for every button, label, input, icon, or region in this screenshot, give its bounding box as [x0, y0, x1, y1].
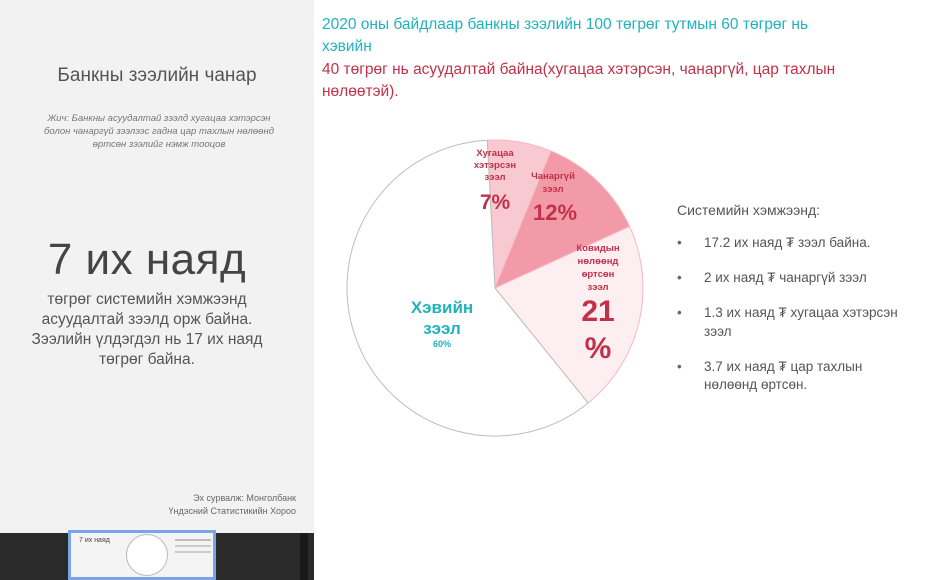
slice-value-overdue: 7%: [480, 191, 511, 214]
system-title: Системийн хэмжээнд:: [677, 202, 821, 218]
slice-label-substandard: Чанаргүй: [531, 171, 575, 182]
thumbnail-pie: [126, 534, 168, 576]
system-item: 2 их наяд ₮ чанаргүй зээл: [677, 269, 917, 288]
headline-part-1: 2020 оны байдлаар банкны зээлийн 100 төг…: [322, 16, 809, 56]
headline: 2020 оны байдлаар банкны зээлийн 100 төг…: [322, 14, 862, 104]
panel-note: Жич: Банкны асуудалтай зээлд хугацаа хэт…: [44, 113, 274, 150]
slice-label-overdue: хэтэрсэн: [474, 160, 517, 171]
system-list: 17.2 их наяд ₮ зээл байна. 2 их наяд ₮ ч…: [677, 234, 917, 395]
slice-label-overdue: Хугацаа: [476, 148, 514, 159]
source-label: Эх сурвалж: Монголбанк: [193, 493, 296, 503]
slice-label-healthy: Хэвийн: [411, 298, 473, 317]
panel-title: Банкны зээлийн чанар: [57, 65, 257, 86]
pie-slice-substandard: [494, 150, 631, 289]
slice-value-healthy: 60%: [433, 339, 451, 349]
slice-label-overdue: зээл: [484, 172, 505, 183]
window-edge: [300, 533, 308, 580]
headline-part-2: 40 төгрөг нь асуудалтай байна(хугацаа хэ…: [322, 60, 836, 101]
big-number-description: төгрөг системийн хэмжээнд асуудалтай зээ…: [31, 291, 263, 369]
slice-value-covid: %: [585, 332, 612, 365]
slice-label-covid: зээл: [587, 282, 608, 293]
loan-quality-pie-chart: Хэвийнзээл60%Хугацаахэтэрсэнзээл7%Чанарг…: [346, 139, 644, 437]
system-item: 3.7 их наяд ₮ цар тахлын нөлөөнд өртсөн.: [677, 358, 917, 396]
slice-value-covid: 21: [581, 295, 614, 328]
slice-label-substandard: зээл: [542, 184, 563, 195]
slice-label-covid: өртсөн: [582, 269, 615, 280]
thumbnail-title: 7 их наяд: [79, 537, 110, 544]
source-organization: Үндэсний Статистикийн Хороо: [168, 506, 296, 516]
pie-slice-covid: [494, 225, 644, 404]
slice-value-substandard: 12%: [533, 200, 577, 225]
system-item: 1.3 их наяд ₮ хугацаа хэтэрсэн зээл: [677, 304, 917, 342]
slide-thumbnail[interactable]: 7 их наяд: [68, 530, 216, 580]
slice-label-covid: Ковидын: [576, 243, 619, 254]
pie-slice-healthy: [346, 139, 589, 437]
big-number: 7 их наяд: [47, 235, 247, 284]
system-item: 17.2 их наяд ₮ зээл байна.: [677, 234, 917, 253]
info-panel: Банкны зээлийн чанар Жич: Банкны асуудал…: [0, 0, 314, 533]
slice-label-healthy: зээл: [423, 319, 461, 338]
thumbnail-text-lines: [175, 539, 211, 541]
slice-label-covid: нөлөөнд: [578, 256, 619, 267]
